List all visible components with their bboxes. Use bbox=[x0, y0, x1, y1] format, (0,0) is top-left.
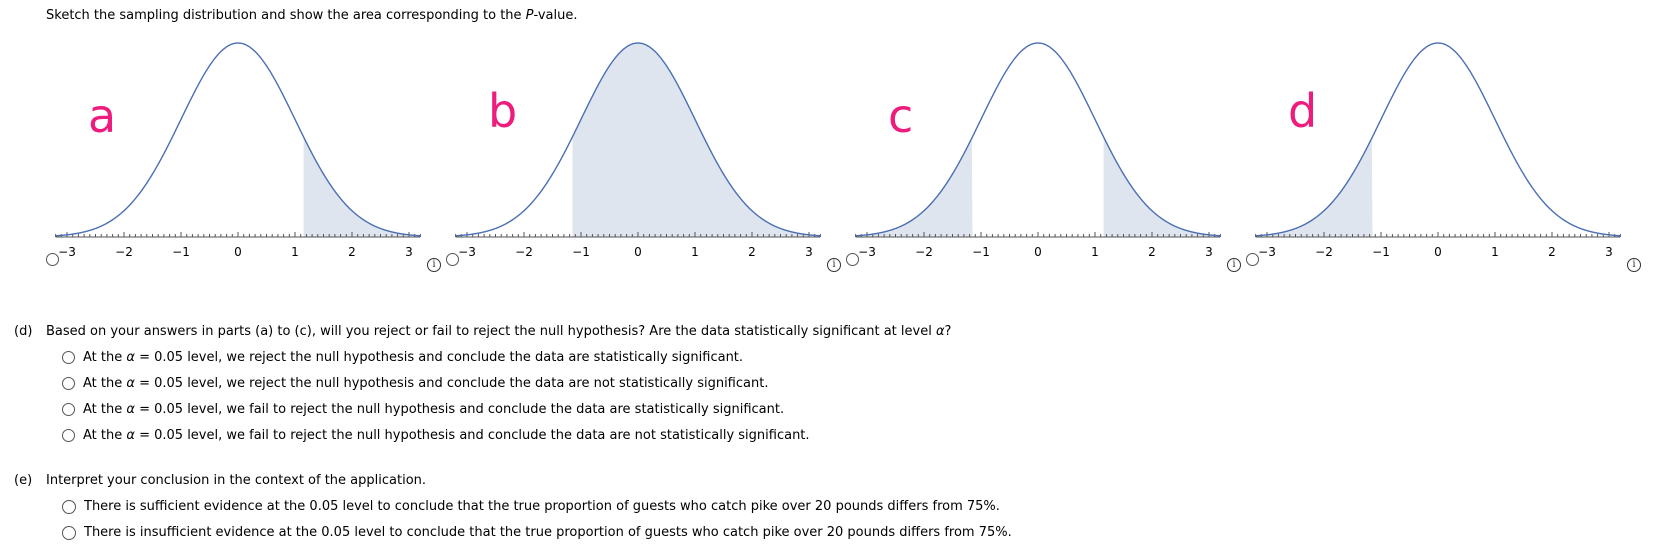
tick-label-d-5: 2 bbox=[1548, 245, 1556, 259]
part-d-question-text: Based on your answers in parts (a) to (c… bbox=[46, 324, 936, 339]
part-d-option-3[interactable]: At the α = 0.05 level, we fail to reject… bbox=[62, 402, 784, 417]
tick-label-b-1: −2 bbox=[515, 245, 533, 259]
option-text: At the α = 0.05 level, we fail to reject… bbox=[83, 428, 810, 443]
shaded-area-c-0 bbox=[855, 138, 973, 237]
tick-label-c-5: 2 bbox=[1148, 245, 1156, 259]
graph-b-radio[interactable] bbox=[446, 253, 459, 266]
radio-button[interactable] bbox=[62, 525, 76, 540]
radio-button[interactable] bbox=[62, 403, 75, 416]
tick-label-c-2: −1 bbox=[972, 245, 990, 259]
shaded-area-b-0 bbox=[572, 43, 821, 238]
part-d-option-4[interactable]: At the α = 0.05 level, we fail to reject… bbox=[62, 428, 810, 443]
tick-label-b-0: −3 bbox=[458, 245, 476, 259]
shaded-area-c-1 bbox=[1103, 136, 1221, 237]
tick-label-c-0: −3 bbox=[858, 245, 876, 259]
part-e-option-2[interactable]: There is insufficient evidence at the 0.… bbox=[62, 525, 1012, 540]
tick-label-d-6: 3 bbox=[1605, 245, 1613, 259]
normal-curve-d bbox=[1255, 42, 1621, 237]
graph-letter-b: b bbox=[488, 84, 517, 138]
instruction-suffix: -value. bbox=[533, 8, 578, 23]
alpha-symbol: α bbox=[935, 324, 945, 339]
part-e-option-1[interactable]: There is sufficient evidence at the 0.05… bbox=[62, 499, 1000, 514]
radio-button[interactable] bbox=[62, 499, 76, 514]
tick-label-a-2: −1 bbox=[172, 245, 190, 259]
normal-curve-a bbox=[55, 42, 421, 237]
tick-label-a-4: 1 bbox=[291, 245, 299, 259]
tick-label-d-2: −1 bbox=[1372, 245, 1390, 259]
graph-d-radio[interactable] bbox=[1246, 253, 1259, 266]
tick-label-d-0: −3 bbox=[1258, 245, 1276, 259]
part-e-question-text: Interpret your conclusion in the context… bbox=[46, 473, 427, 488]
shaded-area-a-0 bbox=[303, 136, 421, 237]
normal-curve-c bbox=[855, 42, 1221, 237]
tick-label-d-3: 0 bbox=[1434, 245, 1442, 259]
tick-label-d-1: −2 bbox=[1315, 245, 1333, 259]
graph-c-info-icon[interactable]: i bbox=[1227, 258, 1241, 272]
graph-d-info-icon[interactable]: i bbox=[1627, 258, 1641, 272]
option-text: There is insufficient evidence at the 0.… bbox=[84, 525, 1012, 540]
graph-c-radio[interactable] bbox=[846, 253, 859, 266]
tick-label-b-5: 2 bbox=[748, 245, 756, 259]
graph-a-radio[interactable] bbox=[46, 253, 59, 266]
tick-label-a-1: −2 bbox=[115, 245, 133, 259]
instruction-prefix: Sketch the sampling distribution and sho… bbox=[46, 8, 526, 23]
normal-curve-b bbox=[455, 42, 821, 237]
sampling-distribution-graphs: −3 −2 −1 0 1 2 3 a −3 −2 −1 0 1 2 3 b −3 −2 −1 0 1 2 3 c −3 −2 −1 0… bbox=[55, 42, 1621, 259]
tick-label-c-4: 1 bbox=[1091, 245, 1099, 259]
graph-a-info-icon[interactable]: i bbox=[427, 258, 441, 272]
tick-label-c-3: 0 bbox=[1034, 245, 1042, 259]
radio-button[interactable] bbox=[62, 377, 75, 390]
option-text: There is sufficient evidence at the 0.05… bbox=[84, 499, 1000, 514]
tick-label-c-1: −2 bbox=[915, 245, 933, 259]
graph-letter-d: d bbox=[1288, 84, 1317, 138]
radio-button[interactable] bbox=[62, 351, 75, 364]
graph-letter-c: c bbox=[888, 89, 913, 143]
graph-b-info-icon[interactable]: i bbox=[827, 258, 841, 272]
radio-button[interactable] bbox=[62, 429, 75, 442]
tick-label-b-6: 3 bbox=[805, 245, 813, 259]
tick-label-b-4: 1 bbox=[691, 245, 699, 259]
tick-label-d-4: 1 bbox=[1491, 245, 1499, 259]
option-text: At the α = 0.05 level, we reject the nul… bbox=[83, 350, 744, 365]
part-e-label: (e) bbox=[14, 473, 33, 488]
tick-label-a-5: 2 bbox=[348, 245, 356, 259]
part-d-label: (d) bbox=[14, 324, 33, 339]
p-value-italic: P bbox=[525, 8, 534, 23]
tick-label-c-6: 3 bbox=[1205, 245, 1213, 259]
part-d-question: (d) Based on your answers in parts (a) to… bbox=[14, 324, 951, 339]
shaded-area-d-0 bbox=[1255, 138, 1373, 237]
part-d-option-1[interactable]: At the α = 0.05 level, we reject the nul… bbox=[62, 350, 743, 365]
graph-letter-a: a bbox=[88, 89, 116, 143]
tick-label-a-3: 0 bbox=[234, 245, 242, 259]
part-e-question: (e) Interpret your conclusion in the cont… bbox=[14, 473, 426, 488]
instruction-text: Sketch the sampling distribution and sho… bbox=[46, 8, 577, 23]
part-d-question-end: ? bbox=[944, 324, 952, 339]
tick-label-a-6: 3 bbox=[405, 245, 413, 259]
tick-label-b-3: 0 bbox=[634, 245, 642, 259]
option-text: At the α = 0.05 level, we fail to reject… bbox=[83, 402, 785, 417]
tick-label-b-2: −1 bbox=[572, 245, 590, 259]
part-d-option-2[interactable]: At the α = 0.05 level, we reject the nul… bbox=[62, 376, 768, 391]
tick-label-a-0: −3 bbox=[58, 245, 76, 259]
option-text: At the α = 0.05 level, we reject the nul… bbox=[83, 376, 769, 391]
